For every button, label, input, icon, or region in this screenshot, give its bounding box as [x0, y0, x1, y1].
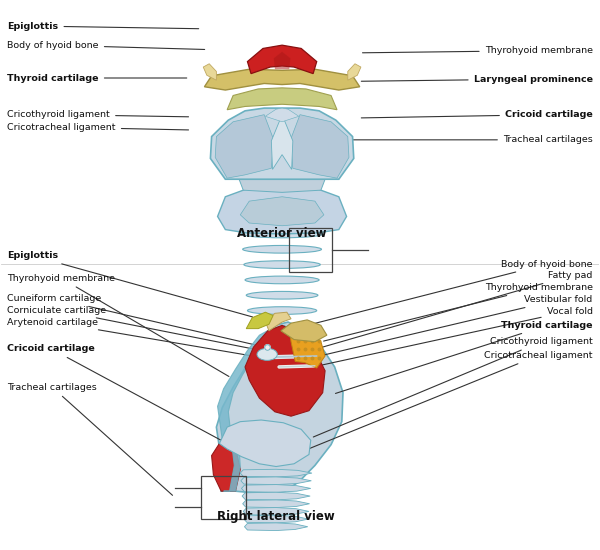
Ellipse shape	[244, 261, 320, 268]
Polygon shape	[274, 52, 290, 69]
Polygon shape	[281, 320, 327, 342]
Ellipse shape	[247, 307, 317, 315]
Text: Body of hyoid bone: Body of hyoid bone	[310, 260, 593, 324]
Polygon shape	[271, 114, 293, 169]
Polygon shape	[244, 523, 308, 531]
Text: Body of hyoid bone: Body of hyoid bone	[7, 41, 205, 50]
Text: Thyrohyoid membrane: Thyrohyoid membrane	[362, 46, 593, 55]
Text: Thyrohyoid membrane: Thyrohyoid membrane	[7, 274, 229, 376]
Ellipse shape	[246, 292, 318, 299]
Ellipse shape	[257, 348, 277, 360]
Bar	[289, 228, 332, 272]
Text: Anterior view: Anterior view	[238, 228, 327, 240]
Polygon shape	[240, 197, 324, 226]
Text: Vestibular fold: Vestibular fold	[317, 295, 593, 356]
Text: Cuneiform cartilage: Cuneiform cartilage	[7, 294, 263, 346]
Text: Right lateral view: Right lateral view	[217, 510, 335, 524]
Text: Cricoid cartilage: Cricoid cartilage	[7, 344, 224, 442]
Text: Vocal fold: Vocal fold	[316, 306, 593, 366]
Polygon shape	[212, 443, 240, 491]
Polygon shape	[247, 45, 317, 74]
Polygon shape	[240, 469, 312, 477]
Polygon shape	[242, 500, 310, 508]
Polygon shape	[265, 312, 291, 331]
Polygon shape	[290, 114, 349, 178]
Polygon shape	[239, 169, 325, 192]
Text: Cricotracheal ligament: Cricotracheal ligament	[301, 351, 593, 452]
Polygon shape	[203, 64, 217, 80]
Polygon shape	[245, 326, 325, 416]
Text: Cricotracheal ligament: Cricotracheal ligament	[7, 123, 188, 132]
Text: Tracheal cartilages: Tracheal cartilages	[352, 135, 593, 144]
Polygon shape	[243, 508, 309, 515]
Ellipse shape	[241, 230, 323, 238]
Text: Cricothyroid ligament: Cricothyroid ligament	[7, 110, 188, 119]
Bar	[202, 476, 246, 519]
Polygon shape	[218, 188, 347, 234]
Polygon shape	[220, 420, 311, 466]
Text: Thyroid cartilage: Thyroid cartilage	[335, 321, 593, 393]
Text: Cricoid cartilage: Cricoid cartilage	[361, 110, 593, 119]
Text: Laryngeal prominence: Laryngeal prominence	[361, 75, 593, 84]
Polygon shape	[246, 312, 273, 329]
Polygon shape	[241, 477, 311, 485]
Polygon shape	[348, 64, 361, 80]
Polygon shape	[289, 329, 325, 368]
Text: Cricothyroid ligament: Cricothyroid ligament	[313, 337, 593, 437]
Polygon shape	[215, 114, 274, 178]
Polygon shape	[218, 326, 285, 491]
Text: Tracheal cartilages: Tracheal cartilages	[7, 383, 173, 496]
Polygon shape	[265, 108, 299, 122]
Polygon shape	[242, 492, 310, 500]
Text: Corniculate cartilage: Corniculate cartilage	[7, 305, 264, 351]
Polygon shape	[217, 322, 343, 494]
Polygon shape	[241, 485, 311, 492]
Text: Arytenoid cartilage: Arytenoid cartilage	[7, 317, 263, 358]
Text: Fatty pad: Fatty pad	[313, 271, 593, 350]
Text: Epiglottis: Epiglottis	[7, 21, 199, 30]
Ellipse shape	[245, 276, 319, 284]
Polygon shape	[211, 108, 354, 179]
Text: Thyroid cartilage: Thyroid cartilage	[7, 74, 187, 82]
Ellipse shape	[242, 245, 322, 253]
Text: Thyrohyoid membrane: Thyrohyoid membrane	[323, 283, 593, 341]
Polygon shape	[227, 88, 337, 110]
Text: Epiglottis: Epiglottis	[7, 251, 253, 317]
Polygon shape	[205, 69, 360, 90]
Polygon shape	[244, 515, 308, 523]
